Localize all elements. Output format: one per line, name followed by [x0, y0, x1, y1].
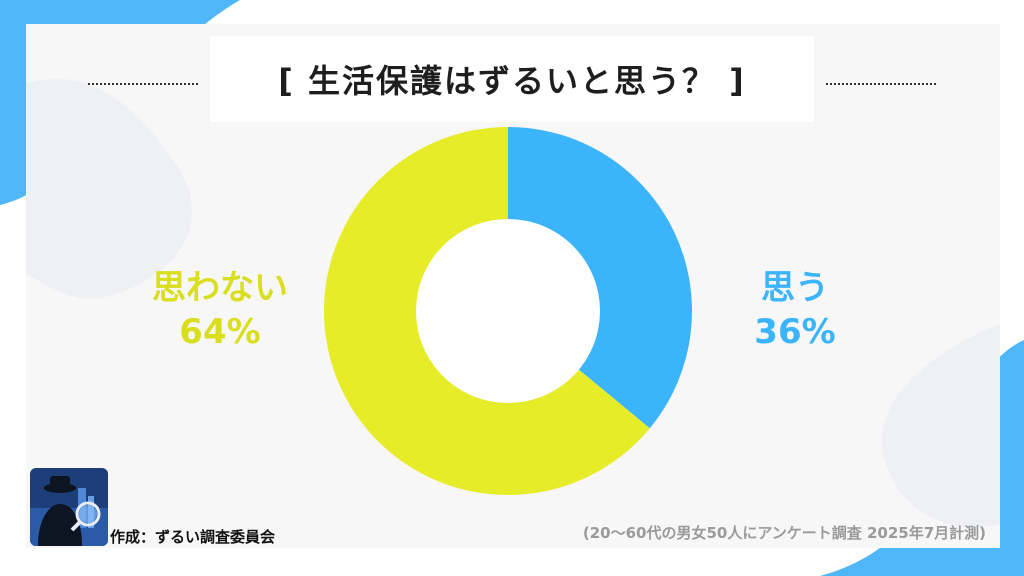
label-no-name: 思わない — [152, 268, 288, 308]
footer-author: 作成：ずるい調査委員会 — [110, 528, 276, 546]
donut-hole — [416, 219, 600, 403]
detective-magnifier-icon — [30, 468, 108, 546]
title-dots-left — [88, 83, 198, 85]
title-box: [ 生活保護はずるいと思う？ ] — [210, 36, 814, 122]
title-dots-right — [826, 83, 936, 85]
label-no-value: 64% — [179, 312, 261, 352]
label-yes: 思う 36% — [720, 266, 870, 354]
slice-yes — [508, 127, 693, 429]
label-no: 思わない 64% — [130, 266, 310, 354]
label-yes-name: 思う — [761, 268, 829, 308]
footer-note: (20～60代の男女50人にアンケート調査 2025年7月計測) — [582, 524, 986, 542]
card-shapes — [26, 78, 1000, 528]
chart-title: [ 生活保護はずるいと思う？ ] — [278, 62, 746, 100]
label-yes-value: 36% — [754, 312, 836, 352]
